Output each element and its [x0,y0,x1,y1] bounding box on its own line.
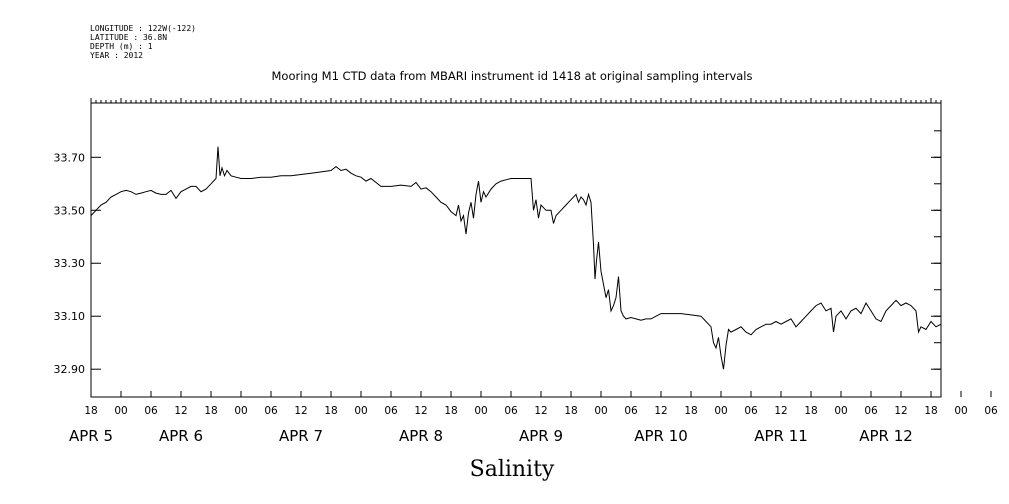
longitude-label: LONGITUDE : 122W(-122) [90,24,196,33]
y-tick-label: 33.30 [54,257,86,270]
hour-tick-label: 18 [324,405,337,417]
x-axis-label: Salinity [470,457,555,482]
day-label: APR 8 [399,427,443,445]
hour-tick-label: 06 [864,405,878,417]
day-label: APR 12 [859,427,913,445]
hour-tick-label: 00 [474,405,487,417]
day-label: APR 10 [634,427,688,445]
salinity-series-line [90,146,942,370]
hour-tick-label: 12 [774,405,787,417]
chart-title: Mooring M1 CTD data from MBARI instrumen… [272,69,753,83]
x-axis: 18 00 06 12 18 00 06 12 18 00 06 12 18 00 06 12 18 00 06 12… [69,391,998,445]
minor-ticks [90,98,942,103]
hour-tick-label: 00 [234,405,247,417]
y-tick-label: 33.10 [54,310,86,323]
hour-tick-label: 18 [924,405,937,417]
latitude-label: LATITUDE : 36.8N [90,33,167,42]
hour-tick-label: 06 [264,405,278,417]
hour-tick-label: 18 [204,405,217,417]
hour-tick-label: 00 [354,405,367,417]
hour-tick-label: 18 [684,405,697,417]
y-axis: 33.70 33.50 33.30 33.10 32.90 [54,130,941,376]
hour-tick-label: 00 [834,405,847,417]
day-label: APR 9 [519,427,563,445]
depth-label: DEPTH (m) : 1 [90,42,153,51]
hour-tick-label: 06 [384,405,398,417]
hour-tick-label: 06 [504,405,518,417]
hour-tick-label: 06 [744,405,758,417]
hour-tick-label: 18 [804,405,817,417]
hour-tick-label: 18 [84,405,97,417]
day-label: APR 11 [754,427,808,445]
hour-tick-label: 00 [114,405,127,417]
hour-tick-label: 00 [594,405,607,417]
hour-tick-label: 12 [894,405,907,417]
hour-tick-label: 00 [954,405,967,417]
hour-tick-label: 12 [654,405,667,417]
day-label: APR 5 [69,427,113,445]
hour-tick-label: 12 [294,405,307,417]
header-metadata: LONGITUDE : 122W(-122) LATITUDE : 36.8N … [90,24,196,60]
day-label: APR 6 [159,427,203,445]
hour-tick-label: 06 [624,405,638,417]
hour-tick-label: 12 [534,405,547,417]
day-label: APR 7 [279,427,323,445]
hour-tick-label: 12 [414,405,427,417]
y-tick-label: 32.90 [54,363,86,376]
hour-tick-label: 06 [144,405,158,417]
y-tick-label: 33.50 [54,204,86,217]
hour-tick-label: 00 [714,405,727,417]
hour-tick-label: 12 [174,405,187,417]
hour-tick-label: 18 [444,405,457,417]
y-tick-label: 33.70 [54,151,86,164]
year-label: YEAR : 2012 [90,51,143,60]
hour-tick-label: 06 [984,405,998,417]
hour-tick-label: 18 [564,405,577,417]
